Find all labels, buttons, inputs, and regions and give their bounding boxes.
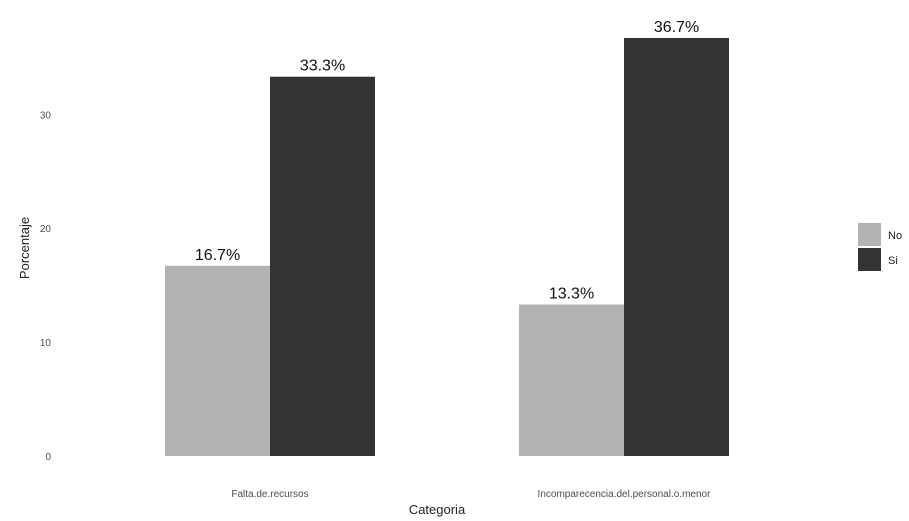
bars [165, 38, 729, 456]
data-label: 13.3% [549, 286, 594, 303]
data-label: 16.7% [195, 247, 240, 264]
x-category-label: Incomparecencia.del.personal.o.menor [538, 489, 712, 500]
y-axis-ticks: 0 10 20 30 [40, 110, 52, 463]
y-tick-label: 0 [45, 452, 51, 463]
legend-swatch-no [858, 223, 881, 246]
x-axis-title: Categoria [409, 502, 466, 517]
data-label: 33.3% [300, 58, 345, 75]
y-tick-label: 20 [40, 224, 52, 235]
legend-label-si: Si [888, 255, 898, 267]
data-label: 36.7% [654, 19, 699, 36]
bar-no-1 [165, 265, 270, 456]
legend-label-no: No [888, 230, 902, 242]
legend: No Si [858, 223, 902, 271]
bar-si-1 [270, 76, 375, 456]
legend-swatch-si [858, 248, 881, 271]
bar-no-2 [519, 304, 624, 456]
x-axis-categories: Falta.de.recursos Incomparecencia.del.per… [231, 489, 711, 500]
y-tick-label: 30 [40, 110, 52, 121]
bar-si-2 [624, 38, 729, 456]
y-tick-label: 10 [40, 338, 52, 349]
x-category-label: Falta.de.recursos [231, 489, 308, 500]
y-axis-title: Porcentaje [17, 217, 32, 279]
data-labels: 16.7% 33.3% 13.3% 36.7% [195, 19, 699, 303]
